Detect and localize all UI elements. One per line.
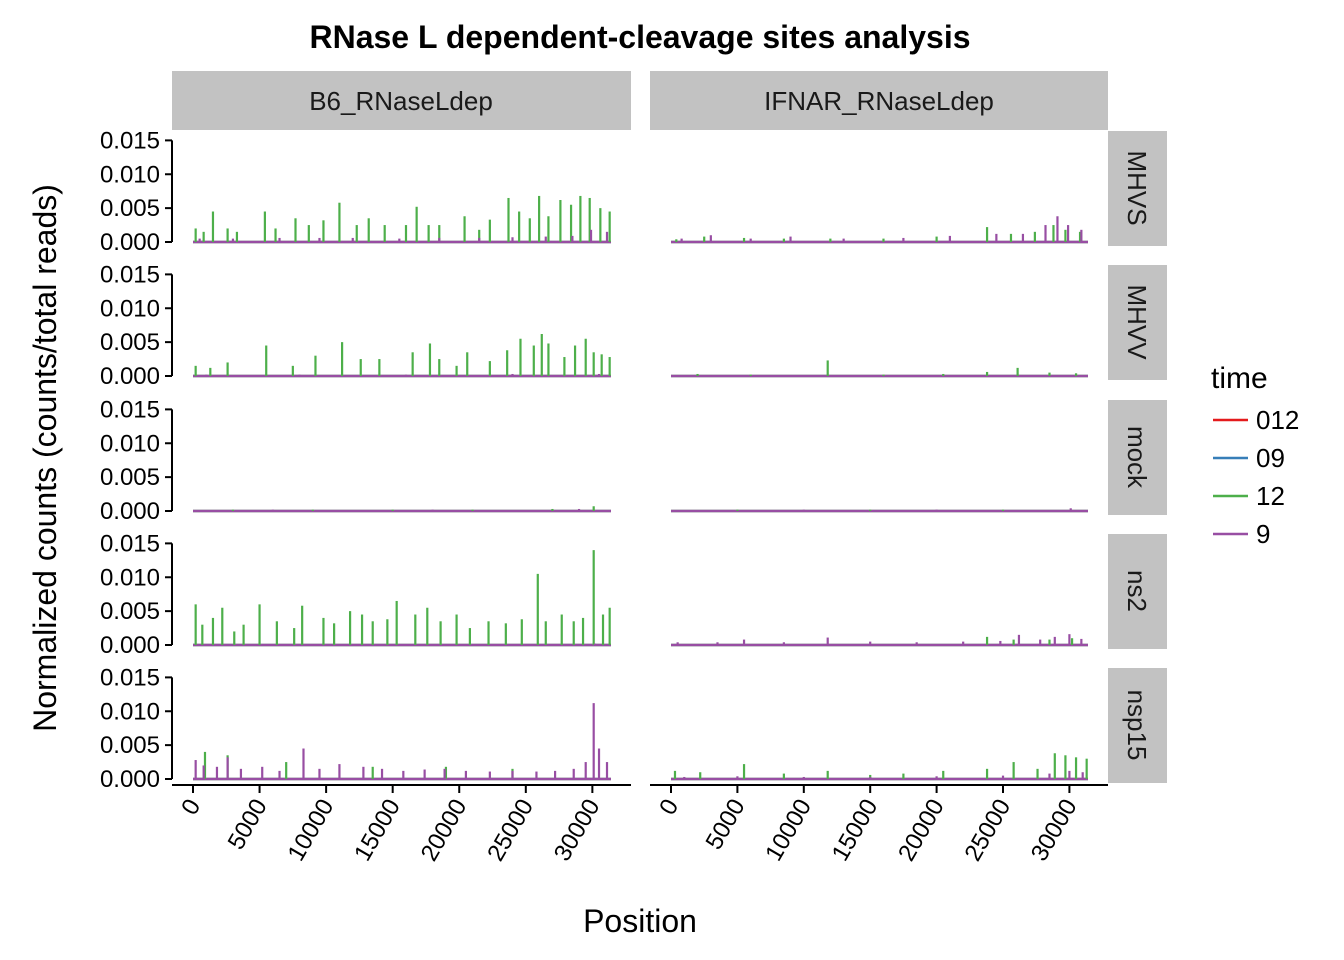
legend-label-09: 09	[1256, 443, 1285, 473]
y-tick-label: 0.010	[100, 295, 160, 322]
panel-IFNAR_RNaseLdep-MHVS	[671, 216, 1088, 244]
y-axis-title: Normalized counts (counts/total reads)	[27, 184, 63, 732]
y-tick-label: 0.015	[100, 396, 160, 423]
y-tick-label: 0.010	[100, 161, 160, 188]
legend-title: time	[1211, 362, 1268, 395]
panel-B6_RNaseLdep-MHVS	[193, 195, 611, 244]
strip-row-ns2-label: ns2	[1122, 570, 1152, 612]
x-tick-label: 25000	[959, 795, 1016, 866]
x-tick-label: 10000	[283, 795, 340, 866]
axes-layer: 0.000 0.005 0.010 0.015 0.000 0.005 0.010 0.015…	[100, 127, 1108, 866]
y-tick-label: 0.005	[100, 598, 160, 625]
panel-IFNAR_RNaseLdep-nsp15	[671, 753, 1088, 781]
y-tick-label: 0.015	[100, 127, 160, 154]
y-tick-label: 0.000	[100, 363, 160, 390]
x-tick-label: 20000	[893, 795, 950, 866]
strip-row-mock-label: mock	[1122, 426, 1152, 489]
panels-layer	[193, 195, 1088, 781]
strip-row-nsp15	[1108, 668, 1167, 783]
strip-col-b6-label: B6_RNaseLdep	[309, 86, 493, 116]
y-tick-label: 0.000	[100, 766, 160, 793]
x-tick-label: 20000	[416, 795, 473, 866]
strip-row-ns2	[1108, 534, 1167, 649]
legend-label-12: 12	[1256, 481, 1285, 511]
y-tick-label: 0.005	[100, 329, 160, 356]
strip-row-mhvs-label: MHVS	[1122, 150, 1152, 225]
y-tick-label: 0.015	[100, 261, 160, 288]
x-tick-label: 5000	[223, 795, 273, 855]
x-tick-label: 30000	[1026, 795, 1083, 866]
y-tick-label: 0.005	[100, 464, 160, 491]
x-tick-label: 25000	[482, 795, 539, 866]
strip-row-mock	[1108, 400, 1167, 515]
chart-title: RNase L dependent-cleavage sites analysi…	[309, 19, 970, 55]
y-tick-label: 0.005	[100, 732, 160, 759]
legend: 012 09 12 9	[1213, 405, 1299, 549]
y-tick-label: 0.010	[100, 564, 160, 591]
panel-IFNAR_RNaseLdep-MHVV	[671, 360, 1088, 378]
strip-row-mhvv-label: MHVV	[1122, 284, 1152, 360]
x-tick-label: 15000	[827, 795, 884, 866]
x-tick-label: 0	[176, 795, 206, 820]
x-tick-label: 30000	[549, 795, 606, 866]
strip-row-nsp15-label: nsp15	[1122, 690, 1152, 761]
strip-col-ifnar-label: IFNAR_RNaseLdep	[764, 86, 994, 116]
panel-B6_RNaseLdep-mock	[193, 506, 611, 513]
strip-col-ifnar	[650, 71, 1108, 130]
strip-row-mhvs	[1108, 131, 1167, 246]
x-tick-label: 5000	[701, 795, 751, 855]
x-tick-label: 10000	[760, 795, 817, 866]
legend-label-012: 012	[1256, 405, 1299, 435]
y-tick-label: 0.010	[100, 430, 160, 457]
strip-col-b6	[172, 71, 631, 130]
panel-B6_RNaseLdep-nsp15	[193, 703, 611, 781]
x-tick-label: 15000	[349, 795, 406, 866]
y-tick-label: 0.015	[100, 664, 160, 691]
y-tick-label: 0.000	[100, 632, 160, 659]
x-tick-label: 0	[654, 795, 684, 820]
y-tick-label: 0.000	[100, 229, 160, 256]
panel-IFNAR_RNaseLdep-mock	[671, 508, 1088, 513]
y-tick-label: 0.010	[100, 698, 160, 725]
panel-IFNAR_RNaseLdep-ns2	[671, 634, 1088, 647]
y-tick-label: 0.005	[100, 195, 160, 222]
strip-row-mhvv	[1108, 265, 1167, 380]
panel-B6_RNaseLdep-ns2	[193, 550, 611, 647]
x-axis-title: Position	[583, 903, 697, 939]
panel-B6_RNaseLdep-MHVV	[193, 334, 611, 378]
y-tick-label: 0.000	[100, 498, 160, 525]
y-tick-label: 0.015	[100, 530, 160, 557]
legend-label-9: 9	[1256, 519, 1270, 549]
